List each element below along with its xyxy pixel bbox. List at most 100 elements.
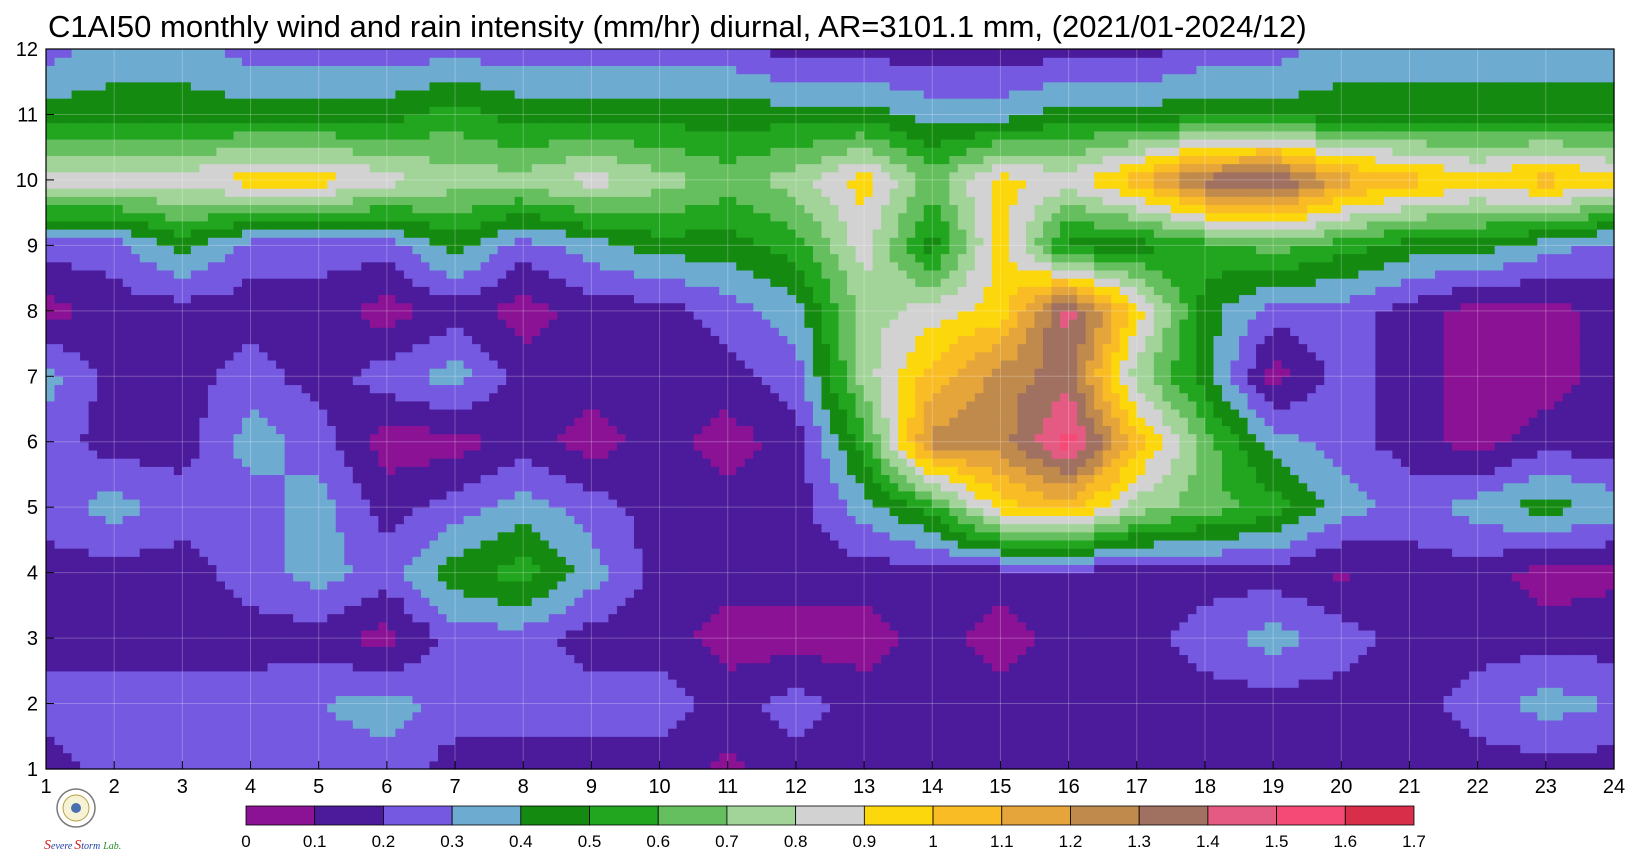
heat-cell [974, 564, 984, 574]
heat-cell [974, 744, 984, 754]
heat-cell [1111, 654, 1121, 664]
heat-cell [455, 646, 465, 656]
heat-cell [207, 613, 218, 623]
heat-cell [983, 556, 993, 566]
heat-cell [1136, 719, 1146, 729]
heat-cell [224, 728, 235, 737]
heat-cell [1409, 589, 1419, 598]
heat-cell [548, 556, 558, 566]
heat-cell [455, 564, 465, 574]
heat-cell [872, 605, 882, 615]
heat-cell [301, 580, 311, 590]
heat-cell [386, 580, 396, 590]
heat-cell [719, 548, 729, 557]
heat-cell [591, 613, 601, 623]
heat-cell [386, 752, 396, 762]
heat-cell [1298, 760, 1308, 770]
heat-cell [1596, 654, 1607, 664]
heat-cell [1085, 670, 1095, 680]
heat-cell [1562, 564, 1572, 574]
heat-cell [1520, 654, 1530, 664]
heat-cell [395, 736, 405, 746]
heat-cell [173, 605, 183, 615]
heat-cell [63, 613, 73, 623]
heat-cell [1239, 719, 1249, 729]
heat-cell [276, 572, 286, 582]
heat-cell [327, 613, 337, 623]
heat-cell [659, 728, 669, 737]
heat-cell [787, 662, 797, 672]
heat-cell [1545, 589, 1555, 598]
heat-cell [148, 719, 158, 729]
heat-cell [693, 711, 703, 721]
heat-cell [105, 662, 115, 672]
heat-cell [651, 662, 661, 672]
heat-cell [548, 711, 558, 721]
heat-cell [634, 687, 644, 696]
heat-cell [46, 760, 56, 770]
heat-cell [63, 556, 73, 566]
heat-cell [1273, 589, 1283, 598]
heat-cell [472, 736, 482, 746]
heat-cell [514, 744, 524, 754]
heat-cell [361, 597, 371, 606]
heat-cell [1460, 728, 1470, 737]
heat-cell [864, 719, 874, 729]
heat-cell [1571, 556, 1581, 566]
heat-cell [1409, 638, 1419, 647]
heat-cell [293, 548, 303, 557]
heat-cell [1605, 760, 1615, 770]
heat-cell [1477, 564, 1487, 574]
heat-cell [1017, 752, 1027, 762]
heat-cell [1145, 679, 1155, 688]
heat-cell [1520, 695, 1530, 705]
heat-cell [787, 728, 797, 737]
heat-cell [1187, 589, 1198, 598]
heat-cell [80, 597, 90, 606]
heat-cell [898, 760, 908, 770]
heat-cell [335, 621, 345, 631]
heat-cell [591, 556, 601, 566]
heat-cell [97, 556, 107, 566]
heat-cell [1332, 695, 1342, 705]
heat-cell [966, 629, 976, 639]
heat-cell [957, 736, 967, 746]
heat-cell [557, 760, 567, 770]
heat-cell [369, 695, 379, 705]
heat-cell [719, 605, 729, 615]
heat-cell [114, 744, 124, 754]
heat-cell [267, 760, 277, 770]
heat-cell [898, 711, 908, 721]
heat-cell [1273, 760, 1283, 770]
heat-cell [105, 539, 115, 549]
heat-cell [1307, 670, 1317, 680]
heat-cell [864, 752, 874, 762]
heat-cell [1469, 728, 1479, 737]
heat-cell [812, 728, 823, 737]
heat-cell [1349, 638, 1359, 647]
heat-cell [463, 760, 473, 770]
heat-cell [1452, 752, 1462, 762]
heat-cell [693, 629, 703, 639]
heat-cell [1537, 670, 1547, 680]
heat-cell [949, 613, 959, 623]
heat-cell [403, 760, 414, 770]
heat-cell [1239, 580, 1249, 590]
heat-cell [1528, 564, 1538, 574]
heat-cell [548, 760, 558, 770]
heat-cell [702, 556, 712, 566]
heat-cell [787, 695, 797, 705]
heat-cell [778, 679, 788, 688]
heat-cell [1375, 752, 1385, 762]
heat-cell [1349, 629, 1359, 639]
heat-cell [1554, 760, 1564, 770]
heat-cell [1605, 621, 1615, 631]
heat-cell [46, 744, 56, 754]
heat-cell [821, 613, 831, 623]
heat-cell [906, 646, 916, 656]
heat-cell [574, 556, 584, 566]
heat-cell [1562, 597, 1572, 606]
heat-cell [761, 719, 771, 729]
heat-cell [224, 760, 235, 770]
